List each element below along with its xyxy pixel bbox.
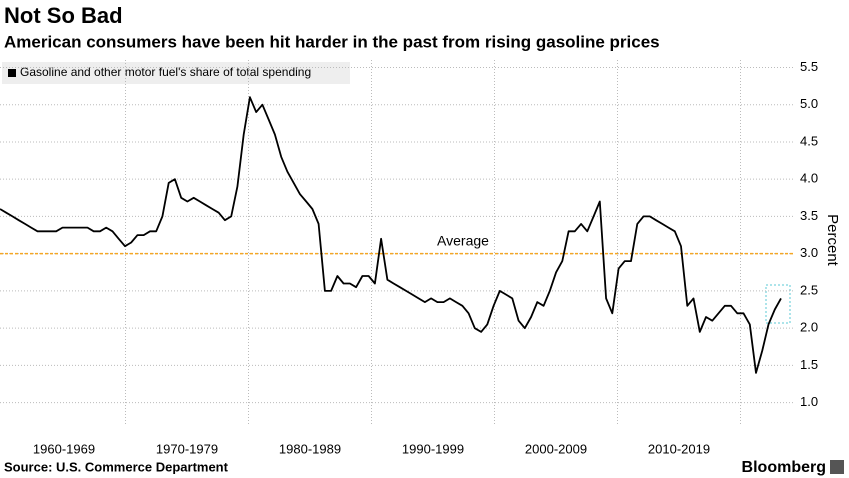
brand-icon (830, 460, 844, 474)
y-tick-label: 4.0 (800, 171, 818, 186)
series-line (0, 96, 782, 374)
x-tick-label: 1990-1999 (402, 441, 464, 456)
source: Source: U.S. Commerce Department (4, 459, 229, 474)
y-tick-label: 2.0 (800, 320, 818, 335)
legend-box (2, 62, 350, 84)
y-tick-label: 2.5 (800, 282, 818, 297)
y-tick-label: 4.5 (800, 133, 818, 148)
chart-subtitle: American consumers have been hit harder … (4, 32, 660, 51)
legend-swatch (8, 69, 16, 77)
y-tick-label: 3.5 (800, 208, 818, 223)
y-axis-label: Percent (824, 214, 841, 267)
brand: Bloomberg (742, 459, 826, 476)
y-tick-label: 5.5 (800, 59, 818, 74)
average-label: Average (437, 232, 489, 248)
y-tick-label: 5.0 (800, 96, 818, 111)
chart-title: Not So Bad (4, 3, 123, 28)
x-tick-label: 1980-1989 (279, 441, 341, 456)
legend-label: Gasoline and other motor fuel's share of… (20, 65, 311, 79)
y-tick-label: 1.5 (800, 357, 818, 372)
x-tick-label: 1960-1969 (33, 441, 95, 456)
y-tick-label: 1.0 (800, 394, 818, 409)
highlight-box (765, 284, 791, 324)
x-tick-label: 1970-1979 (156, 441, 218, 456)
x-tick-label: 2010-2019 (648, 441, 710, 456)
x-tick-label: 2000-2009 (525, 441, 587, 456)
y-tick-label: 3.0 (800, 245, 818, 260)
